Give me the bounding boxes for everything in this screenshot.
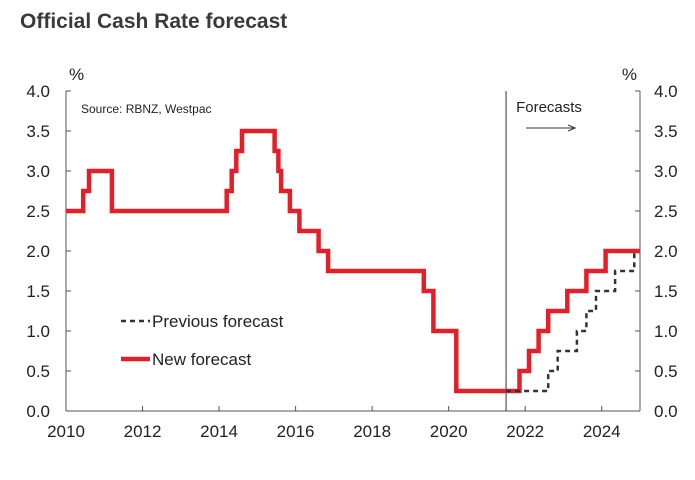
y-tick-label-right: 1.0 xyxy=(654,322,678,341)
y-tick-label-right: 3.0 xyxy=(654,162,678,181)
x-tick-label: 2018 xyxy=(353,422,391,441)
y-tick-label-left: 3.0 xyxy=(26,162,50,181)
y-unit-right: % xyxy=(622,65,637,84)
marks xyxy=(66,128,640,394)
y-tick-label-right: 3.5 xyxy=(654,122,678,141)
y-tick-label-right: 0.5 xyxy=(654,362,678,381)
x-tick-label: 2014 xyxy=(200,422,238,441)
x-tick-label: 2012 xyxy=(124,422,162,441)
y-tick-label-right: 2.5 xyxy=(654,202,678,221)
source-note: Source: RBNZ, Westpac xyxy=(81,102,212,116)
forecast-arrow-head-icon xyxy=(567,124,577,132)
x-tick-label: 2022 xyxy=(506,422,544,441)
series-line-new-forecast xyxy=(66,128,640,394)
y-unit-left: % xyxy=(69,65,84,84)
labels: 0.0 0.0 0.5 0.5 1.0 1.0 1.5 1.5 2.0 2.0 2.5 2.5 3.0 3… xyxy=(26,65,677,441)
chart-title: Official Cash Rate forecast xyxy=(20,10,288,33)
y-tick-label-left: 0.5 xyxy=(26,362,50,381)
y-tick-label-left: 3.5 xyxy=(26,122,50,141)
legend-label: New forecast xyxy=(152,350,251,369)
x-tick-label: 2020 xyxy=(430,422,468,441)
y-tick-label-right: 0.0 xyxy=(654,402,678,421)
y-tick-label-left: 2.5 xyxy=(26,202,50,221)
x-tick-label: 2024 xyxy=(583,422,621,441)
y-tick-label-left: 1.5 xyxy=(26,282,50,301)
forecast-label: Forecasts xyxy=(516,99,582,116)
y-tick-label-right: 1.5 xyxy=(654,282,678,301)
y-tick-label-left: 1.0 xyxy=(26,322,50,341)
x-tick-label: 2010 xyxy=(47,422,85,441)
y-tick-label-right: 4.0 xyxy=(654,82,678,101)
x-tick-label: 2016 xyxy=(277,422,315,441)
series-line-previous-forecast xyxy=(506,251,636,393)
y-tick-label-left: 4.0 xyxy=(26,82,50,101)
y-tick-label-right: 2.0 xyxy=(654,242,678,261)
y-tick-label-left: 0.0 xyxy=(26,402,50,421)
y-tick-label-left: 2.0 xyxy=(26,242,50,261)
legend-label: Previous forecast xyxy=(152,312,284,331)
